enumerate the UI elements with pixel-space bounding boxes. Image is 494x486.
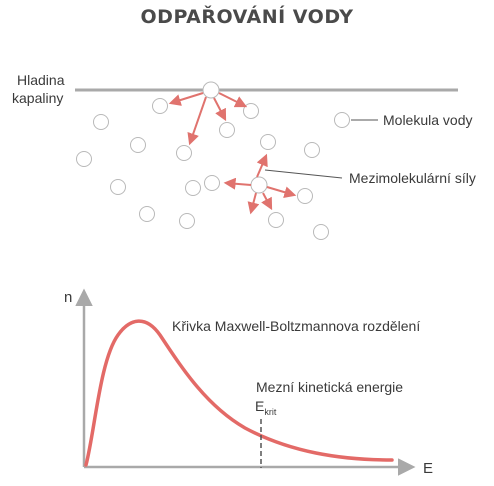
surface-label-line1: Hladina	[17, 72, 65, 88]
force-arrow	[256, 153, 268, 178]
molecule-circle	[260, 134, 276, 150]
force-arrow	[218, 92, 248, 108]
ekrit-label: Ekrit	[255, 398, 277, 417]
molecule-circle	[176, 145, 192, 161]
force-arrow	[266, 186, 297, 199]
x-axis-label: E	[423, 460, 433, 477]
molecule-circle	[243, 103, 259, 119]
molecule-circle	[313, 224, 329, 240]
molecule-circle	[219, 122, 235, 138]
molecule-circle	[179, 213, 195, 229]
molecule-circle	[93, 114, 109, 130]
molecule-label: Molekula vody	[383, 112, 473, 128]
surface-label-line2: kapaliny	[12, 90, 63, 106]
interior-force-arrows	[223, 153, 297, 215]
force-arrow	[261, 192, 273, 211]
diagram-title: ODPAŘOVÁNÍ VODY	[140, 6, 354, 28]
molecule-circle	[130, 137, 146, 153]
surface-force-arrows	[168, 92, 248, 146]
forces-label: Mezimolekulární síly	[349, 170, 476, 186]
molecule-circle	[110, 179, 126, 195]
force-arrow	[247, 192, 260, 215]
molecule-circle	[202, 81, 220, 99]
threshold-label: Mezní kinetická energie	[256, 379, 403, 395]
molecule-circle	[334, 112, 350, 128]
molecules	[76, 81, 350, 240]
maxwell-boltzmann-curve	[84, 319, 394, 467]
force-arrow	[213, 97, 227, 122]
force-arrow	[168, 92, 204, 106]
molecule-circle	[76, 151, 92, 167]
molecule-circle	[268, 212, 284, 228]
forces-pointer-line	[264, 169, 343, 179]
ekrit-sub: krit	[264, 407, 276, 417]
y-axis-label: n	[64, 289, 72, 306]
molecule-circle	[152, 98, 168, 114]
force-arrow	[223, 177, 252, 190]
molecule-circle	[185, 180, 201, 196]
molecule-circle	[304, 142, 320, 158]
ekrit-main: E	[255, 398, 264, 414]
molecule-circle	[139, 206, 155, 222]
molecule-circle	[204, 175, 220, 191]
molecule-circle	[250, 176, 268, 194]
curve-label: Křivka Maxwell-Boltzmannova rozdělení	[172, 318, 420, 334]
molecule-circle	[297, 188, 313, 204]
force-arrow	[187, 96, 207, 146]
